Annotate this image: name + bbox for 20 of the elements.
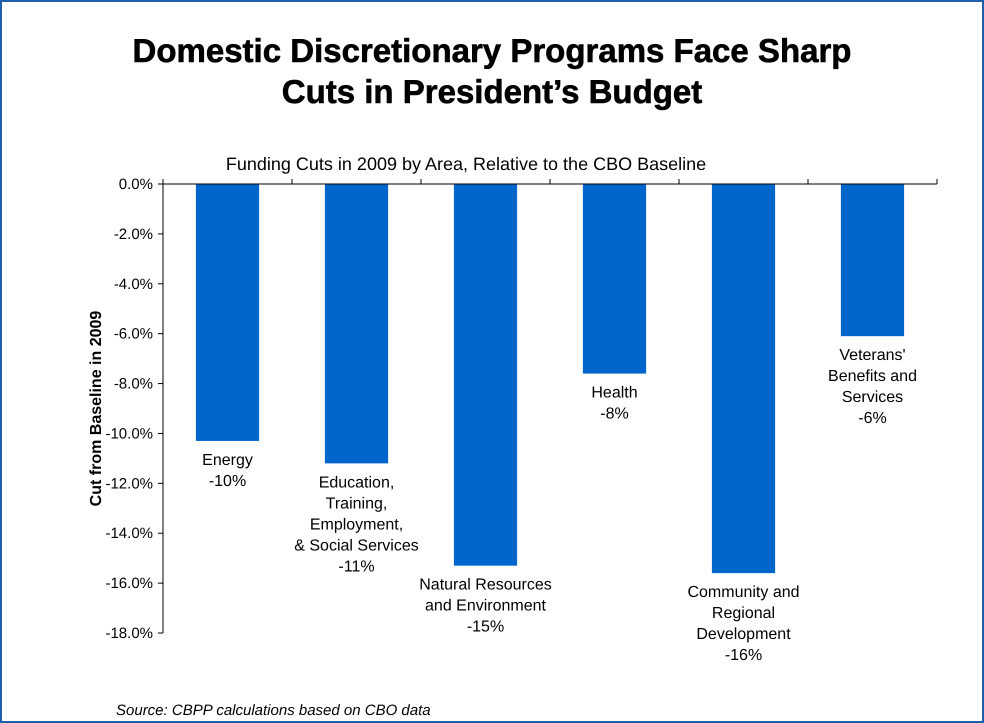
y-tick-label: -6.0% [114, 326, 153, 343]
data-label: Health -8% [591, 384, 638, 423]
y-tick-label: -18.0% [105, 625, 153, 642]
data-label: Community and Regional Development -16% [687, 584, 800, 664]
chart-title: Domestic Discretionary Programs Face Sharp Cuts in President’s Budget [132, 32, 852, 110]
y-tick-label: -12.0% [105, 475, 153, 492]
data-label: Energy -10% [202, 452, 253, 490]
data-label: Veterans' Benefits and Services -6% [828, 347, 917, 428]
data-label: Natural Resources and Environment -15% [419, 576, 552, 636]
data-label: Education, Training, Employment, & Social Services -11% [294, 474, 419, 576]
source-note: Source: CBPP calculations based on CBO data [116, 702, 431, 719]
y-axis-title: Cut from Baseline in 2009 [88, 310, 105, 506]
y-tick-label: -2.0% [114, 226, 153, 243]
y-tick-label: -14.0% [105, 525, 153, 542]
y-tick-label: -10.0% [105, 425, 153, 442]
y-tick-label: -8.0% [114, 376, 153, 393]
chart-subtitle: Funding Cuts in 2009 by Area, Relative to the CBO Baseline [226, 154, 706, 174]
y-tick-label: -16.0% [105, 575, 153, 592]
y-tick-label: -4.0% [114, 276, 153, 293]
y-tick-label: 0.0% [118, 176, 153, 193]
